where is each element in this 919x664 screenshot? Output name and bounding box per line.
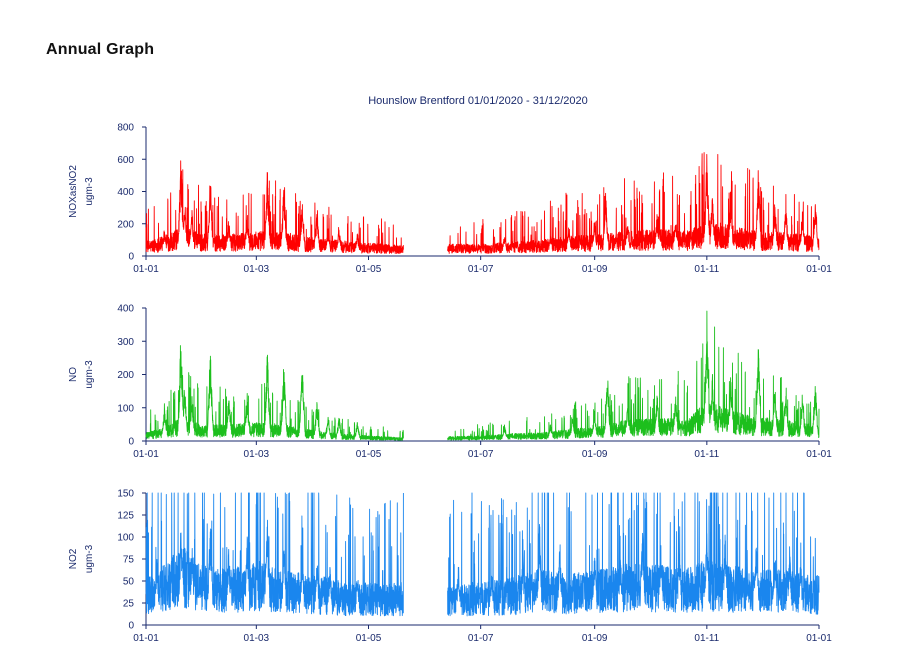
y-tick-label: 0 [128, 252, 134, 263]
x-tick-label: 01-03 [244, 633, 270, 644]
y-tick-label: 200 [117, 370, 134, 381]
y-axis-title-pollutant: NO2 [68, 548, 79, 569]
y-tick-label: 50 [123, 577, 135, 588]
y-tick-label: 100 [117, 533, 134, 544]
y-tick-label: 0 [128, 437, 134, 448]
y-tick-label: 800 [117, 123, 134, 134]
y-tick-label: 100 [117, 403, 134, 414]
y-tick-label: 0 [128, 621, 134, 632]
x-tick-label: 01-05 [356, 633, 382, 644]
x-tick-label: 01-11 [694, 633, 719, 644]
panel-noxasno2: 0 200 400 600 800 01-01 01-03 01-05 01-07 01-09 01… [68, 123, 832, 276]
x-tick-label: 01-01 [806, 264, 832, 275]
series-line-no2-part1 [145, 492, 404, 617]
x-tick-label: 01-09 [582, 264, 608, 275]
x-tick-label: 01-01 [133, 633, 159, 644]
x-tick-label: 01-01 [133, 449, 159, 460]
y-tick-label: 25 [123, 599, 135, 610]
x-tick-label: 01-11 [694, 449, 719, 460]
x-tick-label: 01-01 [806, 449, 832, 460]
x-tick-label: 01-07 [468, 633, 494, 644]
chart-title: Hounslow Brentford 01/01/2020 - 31/12/20… [368, 95, 588, 107]
y-tick-label: 75 [123, 555, 135, 566]
x-tick-label: 01-05 [356, 449, 382, 460]
x-tick-label: 01-03 [244, 449, 270, 460]
y-tick-label: 200 [117, 219, 134, 230]
x-tick-label: 01-09 [582, 633, 608, 644]
x-tick-label: 01-07 [468, 449, 494, 460]
series-line-no-part1 [145, 345, 404, 441]
series-line-no2-part2 [447, 492, 820, 617]
y-tick-label: 400 [117, 304, 134, 315]
page-heading: Annual Graph [46, 41, 155, 58]
panel-no: 0 100 200 300 400 01-01 01-03 01-05 01-07 01-09 01… [68, 304, 832, 461]
y-tick-label: 150 [117, 489, 134, 500]
x-tick-label: 01-05 [356, 264, 382, 275]
series-line-no-part2 [447, 310, 820, 441]
x-tick-label: 01-03 [244, 264, 270, 275]
x-tick-label: 01-01 [806, 633, 832, 644]
y-axis-title-unit: ugm-3 [84, 177, 95, 206]
y-axis-title-pollutant: NO [68, 367, 79, 382]
y-axis-title-unit: ugm-3 [84, 544, 95, 573]
x-tick-label: 01-01 [133, 264, 159, 275]
x-tick-label: 01-11 [694, 264, 719, 275]
series-line-noxasno2-part2 [447, 152, 820, 254]
y-axis-title-unit: ugm-3 [84, 360, 95, 389]
panel-no2: 0 25 50 75 100 125 150 01-01 01-03 01-05 01-07 01-0… [68, 489, 832, 645]
y-tick-label: 125 [117, 511, 134, 522]
y-tick-label: 300 [117, 337, 134, 348]
x-tick-label: 01-09 [582, 449, 608, 460]
y-tick-label: 600 [117, 155, 134, 166]
x-tick-label: 01-07 [468, 264, 494, 275]
series-line-noxasno2-part1 [145, 160, 404, 254]
y-tick-label: 400 [117, 187, 134, 198]
y-axis-title-pollutant: NOXasNO2 [68, 165, 79, 218]
